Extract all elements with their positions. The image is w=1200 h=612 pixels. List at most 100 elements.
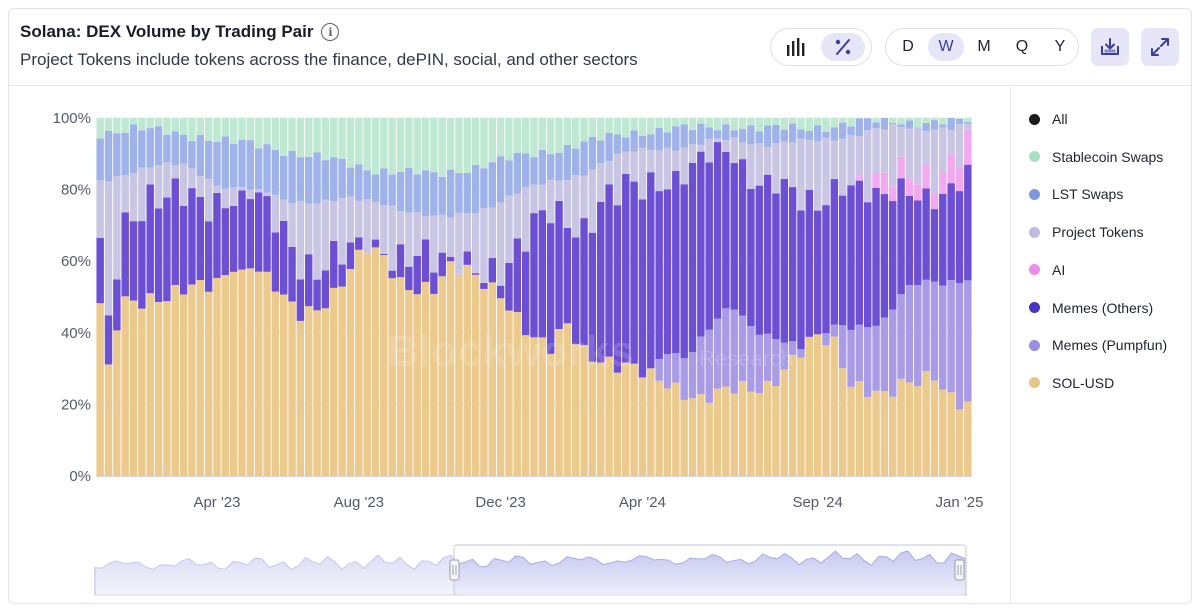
bar-segment-sol-usd [722, 386, 730, 476]
bar-segment-lst [555, 152, 563, 181]
period-button-q[interactable]: Q [1015, 38, 1029, 55]
bar-segment-project [330, 201, 338, 241]
navigator-handle-left[interactable] [449, 559, 460, 581]
chart-card: Solana: DEX Volume by Trading Pair i Pro… [8, 8, 1192, 604]
bar-segment-lst [196, 135, 204, 176]
bar-segment-stablecoin [822, 118, 830, 132]
bar-segment-stablecoin [655, 118, 663, 128]
bar-segment-memes-others [471, 273, 480, 275]
period-button-y[interactable]: Y [1054, 38, 1066, 55]
bar-segment-project [722, 140, 730, 152]
navigator-handle-right[interactable] [954, 559, 965, 581]
bar-segment-lst [246, 140, 255, 190]
legend-dot [1029, 377, 1040, 389]
bar-segment-memes-others [246, 199, 255, 269]
bar-segment-lst [129, 124, 138, 174]
legend-dot [1029, 151, 1040, 163]
bar-segment-memes-others [822, 205, 830, 334]
bar-segment-memes-others [121, 212, 129, 297]
legend-item-stablecoin-swaps[interactable]: Stablecoin Swaps [1029, 149, 1163, 165]
bar-segment-memes-others [964, 164, 972, 281]
bar-segment-ai [872, 173, 880, 188]
bar-segment-memes-others [104, 315, 113, 365]
bar-segment-lst [163, 134, 171, 163]
bar-segment-project [647, 150, 655, 173]
bar-segment-lst [855, 118, 864, 136]
bar-segment-memes-others [680, 184, 688, 359]
bar-segment-sol-usd [730, 393, 738, 476]
bar-segment-stablecoin [263, 118, 271, 145]
download-button[interactable] [1091, 28, 1129, 66]
bar-segment-lst [530, 157, 538, 185]
legend-item-all[interactable]: All [1029, 111, 1068, 127]
bar-segment-memes-others [738, 159, 747, 316]
bar-segment-stablecoin [638, 118, 647, 136]
bar-segment-memes-others [146, 184, 154, 294]
percent-chart-button[interactable] [821, 33, 865, 61]
bar-segment-lst [597, 140, 605, 164]
navigator-area [94, 550, 967, 596]
bar-segment-sol-usd [313, 310, 321, 476]
bar-segment-memes-others [113, 279, 121, 331]
bar-segment-stablecoin [279, 118, 288, 156]
legend-dot [1029, 264, 1040, 276]
bar-segment-project [446, 217, 455, 257]
bar-segment-sol-usd [505, 310, 513, 476]
bar-segment-project [163, 162, 171, 198]
bar-segment-memes-others [380, 253, 388, 255]
bar-segment-memes-others [947, 183, 955, 281]
legend-item-ai[interactable]: AI [1029, 262, 1065, 278]
range-navigator[interactable] [94, 544, 967, 596]
bar-segment-project [947, 129, 955, 154]
legend-label: AI [1052, 261, 1066, 278]
bar-segment-lst [179, 134, 188, 164]
bar-segment-sol-usd [947, 392, 955, 476]
x-tick-label: Apr '23 [193, 494, 240, 511]
y-tick-label: 40% [61, 325, 91, 342]
bar-segment-stablecoin [371, 118, 380, 175]
bar-segment-lst [204, 140, 213, 179]
bar-segment-memes-others [597, 201, 605, 363]
legend-item-project-tokens[interactable]: Project Tokens [1029, 224, 1144, 240]
bar-segment-sol-usd [296, 320, 305, 476]
info-icon[interactable]: i [321, 23, 340, 41]
bar-segment-project [914, 127, 922, 185]
period-button-w[interactable]: W [928, 33, 964, 61]
bar-segment-memes-others [930, 209, 939, 282]
bar-segment-stablecoin [813, 118, 822, 126]
bar-segment-stablecoin [96, 118, 104, 139]
bar-segment-sol-usd [179, 294, 188, 476]
bar-segment-lst [171, 131, 179, 166]
bar-segment-project [622, 151, 630, 174]
expand-button[interactable] [1141, 28, 1179, 66]
period-button-d[interactable]: D [902, 38, 914, 55]
legend-dot [1029, 188, 1040, 200]
bar-segment-lst [321, 160, 330, 200]
bar-segment-stablecoin [179, 118, 188, 135]
legend-item-memes-pumpfun[interactable]: Memes (Pumpfun) [1029, 337, 1167, 353]
legend-item-lst-swaps[interactable]: LST Swaps [1029, 186, 1123, 202]
bar-segment-project [705, 139, 713, 163]
bar-segment-lst [471, 164, 480, 214]
bar-segment-sol-usd [939, 389, 947, 476]
legend-item-memes-others[interactable]: Memes (Others) [1029, 300, 1153, 316]
bar-segment-sol-usd [363, 252, 371, 476]
bar-segment-lst [263, 144, 271, 193]
bar-segment-sol-usd [822, 345, 830, 476]
bar-segment-stablecoin [271, 118, 280, 150]
bar-segment-memes-others [204, 221, 213, 292]
bar-segment-stablecoin [146, 118, 154, 129]
bar-segment-stablecoin [872, 118, 880, 123]
bar-segment-memes-others [129, 221, 138, 301]
bar-segment-stablecoin [221, 118, 230, 137]
bar-segment-memes-others [371, 239, 380, 248]
bar-segment-project [672, 150, 680, 171]
bar-segment-stablecoin [571, 118, 580, 149]
bar-segment-memes-pumpfun [730, 309, 738, 394]
bar-segment-memes-pumpfun [697, 336, 705, 395]
legend-item-sol-usd[interactable]: SOL-USD [1029, 375, 1114, 391]
bar-segment-project [313, 203, 321, 280]
bar-chart-button[interactable] [775, 33, 819, 61]
period-button-m[interactable]: M [977, 38, 991, 55]
bar-segment-stablecoin [413, 118, 421, 175]
